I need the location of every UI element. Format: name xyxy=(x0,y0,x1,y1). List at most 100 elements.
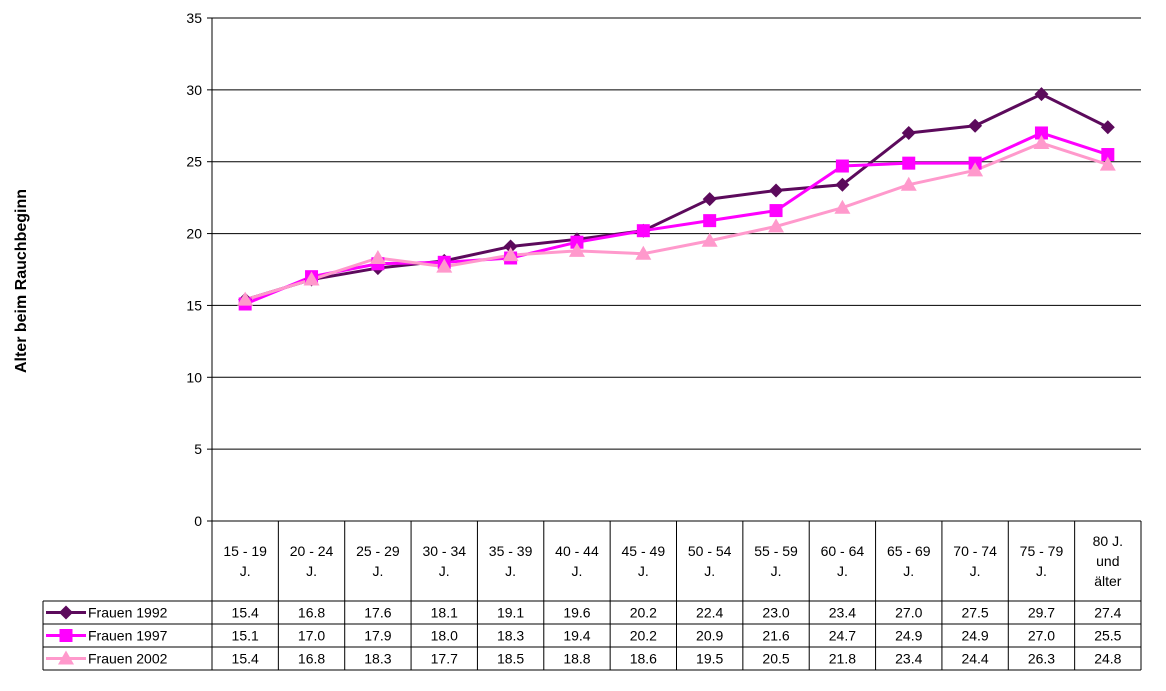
category-label: 15 - 19 J. xyxy=(223,543,267,579)
data-point xyxy=(902,156,916,170)
legend-label-3: Frauen 2002 xyxy=(88,651,168,667)
data-value: 15.4 xyxy=(232,605,259,621)
y-tick-label-10: 10 xyxy=(186,369,202,385)
data-value: 24.9 xyxy=(961,628,988,644)
y-tick-label-15: 15 xyxy=(186,297,202,313)
data-value: 27.4 xyxy=(1094,605,1121,621)
category-label: 70 - 74 J. xyxy=(953,543,997,579)
data-point xyxy=(303,271,320,286)
data-point xyxy=(503,239,518,254)
legend-label-2: Frauen 1997 xyxy=(88,628,168,644)
data-value: 20.5 xyxy=(762,651,789,667)
data-value: 16.8 xyxy=(298,605,325,621)
legend-label-1: Frauen 1992 xyxy=(88,605,168,621)
category-label: 50 - 54 J. xyxy=(688,543,732,579)
data-value: 18.6 xyxy=(630,651,657,667)
y-axis: 0 5 10 15 20 25 30 35 xyxy=(186,10,213,529)
data-value: 19.5 xyxy=(696,651,723,667)
data-value: 23.4 xyxy=(895,651,922,667)
data-value: 19.1 xyxy=(497,605,524,621)
category-label: 55 - 59 J. xyxy=(754,543,798,579)
y-tick-label-5: 5 xyxy=(194,441,202,457)
data-point xyxy=(1034,87,1049,102)
data-value: 23.0 xyxy=(762,605,789,621)
data-value: 17.9 xyxy=(364,628,391,644)
data-point xyxy=(900,176,917,191)
data-value: 18.0 xyxy=(431,628,458,644)
data-value: 24.8 xyxy=(1094,651,1121,667)
data-point xyxy=(369,250,386,265)
y-tick-label-20: 20 xyxy=(186,226,202,242)
data-table: 15 - 19 J. 20 - 24 J. 25 - 29 J. 30 - 34 J. 35 -… xyxy=(42,520,1142,671)
data-point xyxy=(967,162,984,177)
data-point xyxy=(701,232,718,247)
data-point xyxy=(502,247,519,262)
series-line-2 xyxy=(244,131,1109,306)
category-label: 45 - 49 J. xyxy=(622,543,666,579)
data-point xyxy=(835,177,850,192)
data-point xyxy=(702,192,717,207)
data-value: 18.5 xyxy=(497,651,524,667)
series-lines xyxy=(244,92,1109,306)
y-tick-label-30: 30 xyxy=(186,82,202,98)
data-point xyxy=(768,218,785,233)
y-tick-label-0: 0 xyxy=(194,513,202,529)
data-point xyxy=(1099,156,1116,171)
series-line-3 xyxy=(244,141,1109,302)
data-value: 27.0 xyxy=(895,605,922,621)
data-value: 17.7 xyxy=(431,651,458,667)
data-value: 20.9 xyxy=(696,628,723,644)
series-markers xyxy=(237,87,1116,311)
y-tick-label-25: 25 xyxy=(186,154,202,170)
data-point xyxy=(636,224,650,238)
data-value: 21.8 xyxy=(829,651,856,667)
data-point xyxy=(635,245,652,260)
data-value: 22.4 xyxy=(696,605,723,621)
category-label: 35 - 39 J. xyxy=(489,543,533,579)
data-value: 19.4 xyxy=(563,628,590,644)
category-label: 40 - 44 J. xyxy=(555,543,599,579)
data-value: 18.1 xyxy=(431,605,458,621)
category-label: 65 - 69 J. xyxy=(887,543,931,579)
y-tick-label-35: 35 xyxy=(186,10,202,26)
data-value: 25.5 xyxy=(1094,628,1121,644)
data-value: 15.1 xyxy=(232,628,259,644)
category-label: 75 - 79 J. xyxy=(1020,543,1064,579)
data-point xyxy=(703,214,717,228)
legend-marker-1 xyxy=(59,605,73,620)
data-point xyxy=(968,118,983,133)
data-point xyxy=(769,204,783,218)
data-value: 18.3 xyxy=(497,628,524,644)
category-label: 80 J. und älter xyxy=(1093,533,1123,589)
data-point xyxy=(1033,135,1050,150)
legend-marker-2 xyxy=(59,629,73,642)
data-point xyxy=(570,235,584,249)
data-value: 21.6 xyxy=(762,628,789,644)
y-axis-label: Alter beim Rauchbeginn xyxy=(13,189,30,373)
data-value: 17.0 xyxy=(298,628,325,644)
data-point xyxy=(1100,120,1115,135)
data-point xyxy=(1101,148,1115,162)
data-value: 23.4 xyxy=(829,605,856,621)
data-value: 20.2 xyxy=(630,605,657,621)
data-value: 15.4 xyxy=(232,651,259,667)
data-value: 27.0 xyxy=(1028,628,1055,644)
category-label: 60 - 64 J. xyxy=(821,543,865,579)
data-value: 24.4 xyxy=(961,651,988,667)
data-point xyxy=(237,291,254,306)
legend-marker-3 xyxy=(58,650,74,665)
data-value: 24.9 xyxy=(895,628,922,644)
data-value: 18.8 xyxy=(563,651,590,667)
category-label: 20 - 24 J. xyxy=(290,543,334,579)
data-value: 29.7 xyxy=(1028,605,1055,621)
data-point xyxy=(769,183,784,198)
data-point xyxy=(835,159,849,173)
data-value: 18.3 xyxy=(364,651,391,667)
category-label: 25 - 29 J. xyxy=(356,543,400,579)
data-point xyxy=(568,242,585,257)
data-value: 17.6 xyxy=(364,605,391,621)
data-value: 16.8 xyxy=(298,651,325,667)
data-value: 26.3 xyxy=(1028,651,1055,667)
series-line-1 xyxy=(244,92,1109,302)
